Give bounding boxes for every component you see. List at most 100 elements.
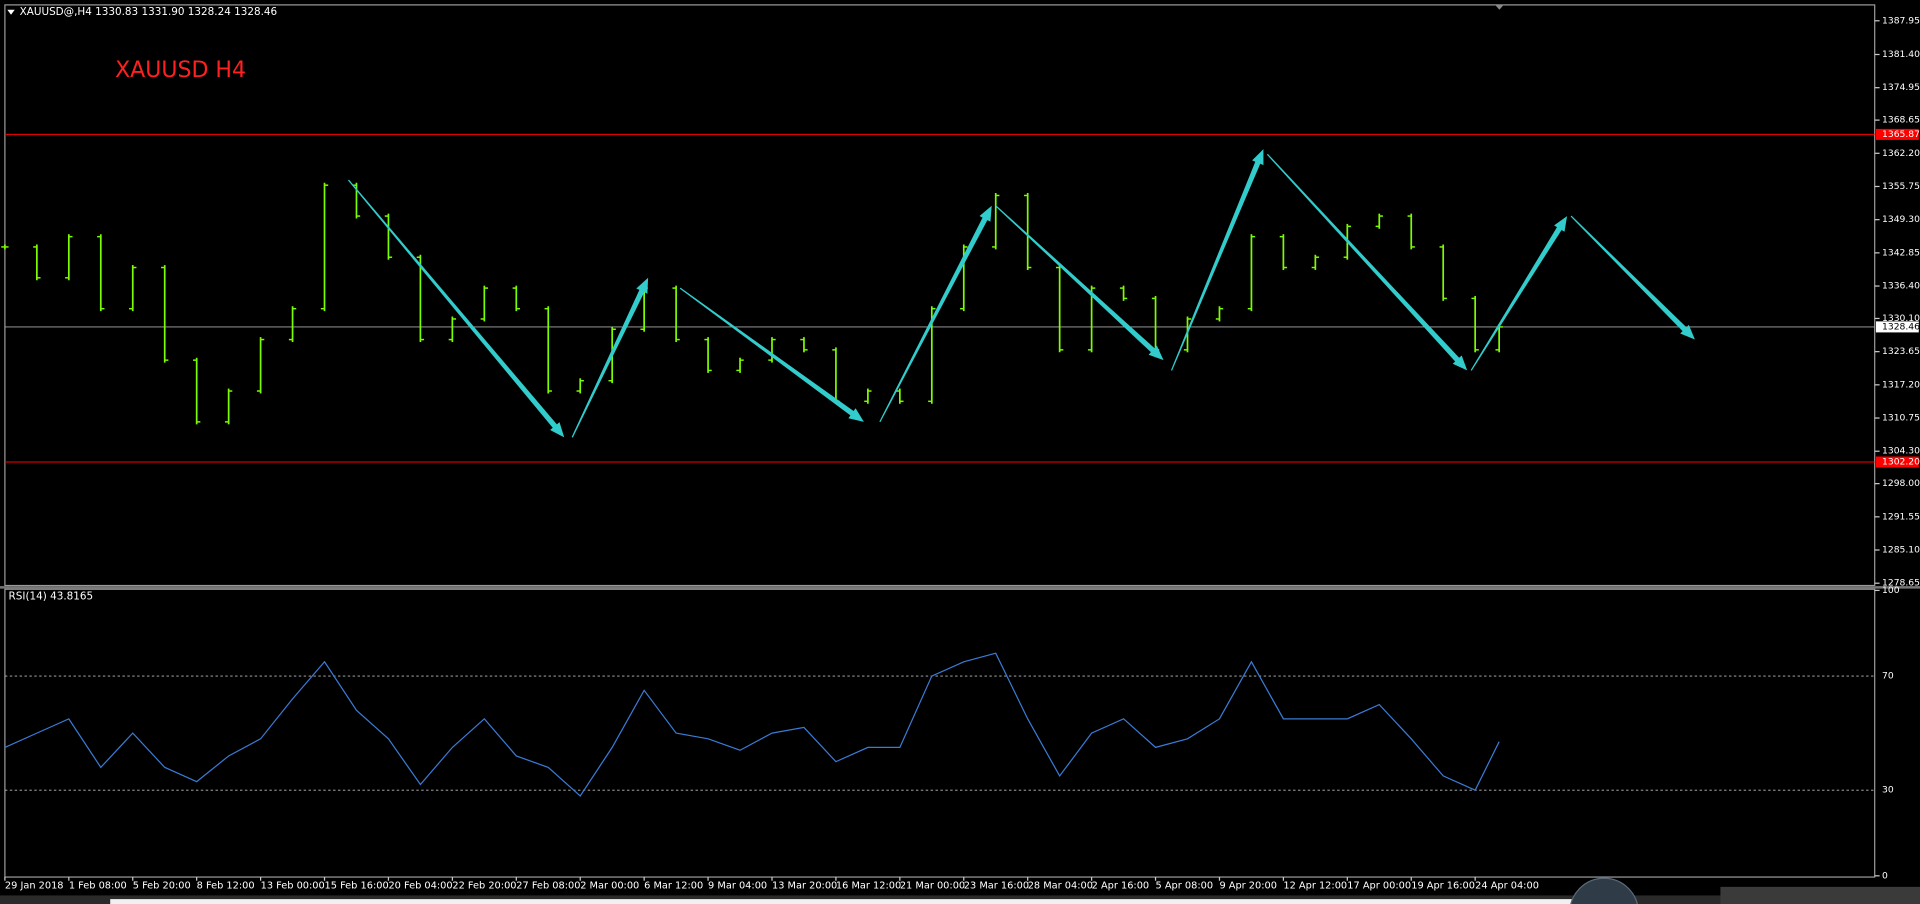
x-tick-label: 24 Apr 04:00: [1475, 881, 1539, 892]
y-tick-label: 1291.55: [1882, 511, 1920, 522]
level-label: 1365.87: [1882, 129, 1920, 140]
trend-arrow: [1266, 153, 1468, 371]
current-price-bg: [1875, 321, 1919, 333]
level-label: 1302.20: [1882, 457, 1920, 468]
price-panel: [4, 4, 1876, 587]
x-tick-label: 23 Mar 16:00: [964, 881, 1029, 892]
price-bar: [129, 265, 137, 312]
price-bar: [480, 285, 489, 322]
x-tick-label: 19 Apr 16:00: [1411, 881, 1475, 892]
rsi-line: [4, 652, 1500, 797]
x-tick-label: 16 Mar 12:00: [836, 881, 901, 892]
price-bar: [65, 234, 73, 281]
price-bar: [416, 254, 425, 343]
x-tick-label: 15 Feb 16:00: [325, 881, 389, 892]
rsi-panel: [4, 588, 1876, 878]
symbol-header: XAUUSD@,H4 1330.83 1331.90 1328.24 1328.…: [20, 6, 278, 18]
rsi-tick-label: 100: [1882, 585, 1900, 596]
x-tick-label: 5 Apr 08:00: [1156, 881, 1214, 892]
x-tick-label: 29 Jan 2018: [5, 881, 64, 892]
trend-arrow: [995, 205, 1164, 361]
price-bar: [384, 213, 393, 260]
y-tick-label: 1323.65: [1882, 346, 1920, 357]
price-bar: [256, 337, 265, 394]
price-bar: [33, 244, 41, 281]
price-bar: [1247, 234, 1256, 312]
price-bar: [97, 234, 105, 312]
x-tick-label: 2 Mar 00:00: [580, 881, 639, 892]
y-tick-label: 1381.40: [1882, 49, 1920, 60]
price-bar: [1375, 213, 1383, 229]
x-tick-label: 2 Apr 16:00: [1092, 881, 1150, 892]
trend-arrow: [348, 179, 565, 438]
x-tick-label: 1 Feb 08:00: [69, 881, 127, 892]
trend-arrow: [679, 287, 864, 422]
y-tick-label: 1278.65: [1882, 578, 1920, 589]
x-tick-label: 17 Apr 00:00: [1347, 881, 1411, 892]
trend-arrow: [1470, 216, 1568, 371]
price-bar: [768, 337, 776, 363]
y-tick-label: 1349.30: [1882, 214, 1920, 225]
trend-arrow: [1170, 149, 1264, 371]
y-tick-label: 1304.30: [1882, 446, 1920, 457]
rsi-title: RSI(14) 43.8165: [9, 591, 94, 603]
price-bar: [1055, 265, 1064, 353]
level-label-bg: [1875, 128, 1919, 140]
x-tick-label: 22 Feb 20:00: [452, 881, 516, 892]
x-tick-label: 5 Feb 20:00: [133, 881, 191, 892]
price-bar: [704, 337, 712, 373]
current-price-label: 1328.46: [1882, 321, 1920, 332]
price-bar: [161, 265, 169, 363]
price-bar: [192, 357, 201, 425]
x-tick-label: 12 Apr 12:00: [1283, 881, 1347, 892]
price-bar: [1495, 324, 1503, 353]
price-bar: [1407, 213, 1415, 250]
y-tick-label: 1317.20: [1882, 379, 1920, 390]
y-tick-label: 1368.65: [1882, 115, 1920, 126]
rsi-tick-label: 0: [1882, 870, 1888, 881]
price-bar: [544, 306, 552, 394]
shift-marker: [1495, 4, 1504, 10]
price-bar: [288, 306, 297, 343]
scrollbar[interactable]: [110, 899, 1580, 904]
price-bar: [672, 285, 680, 343]
price-bar: [1471, 295, 1479, 353]
y-tick-label: 1310.75: [1882, 413, 1920, 424]
x-tick-label: 9 Apr 20:00: [1219, 881, 1277, 892]
x-tick-label: 8 Feb 12:00: [197, 881, 255, 892]
price-bar: [1119, 285, 1128, 301]
price-bar: [448, 316, 457, 343]
y-tick-label: 1285.10: [1882, 545, 1920, 556]
y-tick-label: 1374.95: [1882, 82, 1920, 93]
trend-arrow: [571, 277, 649, 438]
y-tick-label: 1387.95: [1882, 15, 1920, 26]
x-tick-label: 27 Feb 08:00: [516, 881, 580, 892]
price-bar: [992, 193, 1000, 250]
taskbar-buttons[interactable]: [1720, 886, 1920, 904]
price-bar: [512, 285, 520, 312]
y-tick-label: 1342.85: [1882, 247, 1920, 258]
price-bar: [1311, 254, 1320, 270]
price-bar: [1024, 193, 1032, 270]
price-bar: [1215, 306, 1224, 322]
price-bar: [224, 388, 233, 425]
y-tick-label: 1298.00: [1882, 478, 1920, 489]
price-bar: [1439, 244, 1447, 301]
price-bar: [576, 378, 584, 394]
price-bar: [736, 357, 744, 373]
y-tick-label: 1330.10: [1882, 313, 1920, 324]
trend-arrow: [879, 205, 992, 423]
x-tick-label: 21 Mar 00:00: [900, 881, 965, 892]
x-tick-label: 9 Mar 04:00: [708, 881, 767, 892]
x-tick-label: 6 Mar 12:00: [644, 881, 703, 892]
x-tick-label: 13 Mar 20:00: [772, 881, 837, 892]
level-label-bg: [1875, 456, 1919, 468]
y-tick-label: 1355.75: [1882, 181, 1920, 192]
menu-arrow[interactable]: [7, 9, 15, 15]
price-bar: [1087, 285, 1096, 353]
x-tick-label: 28 Mar 04:00: [1028, 881, 1093, 892]
speed-widget: [1570, 877, 1638, 904]
x-tick-label: 20 Feb 04:00: [388, 881, 452, 892]
